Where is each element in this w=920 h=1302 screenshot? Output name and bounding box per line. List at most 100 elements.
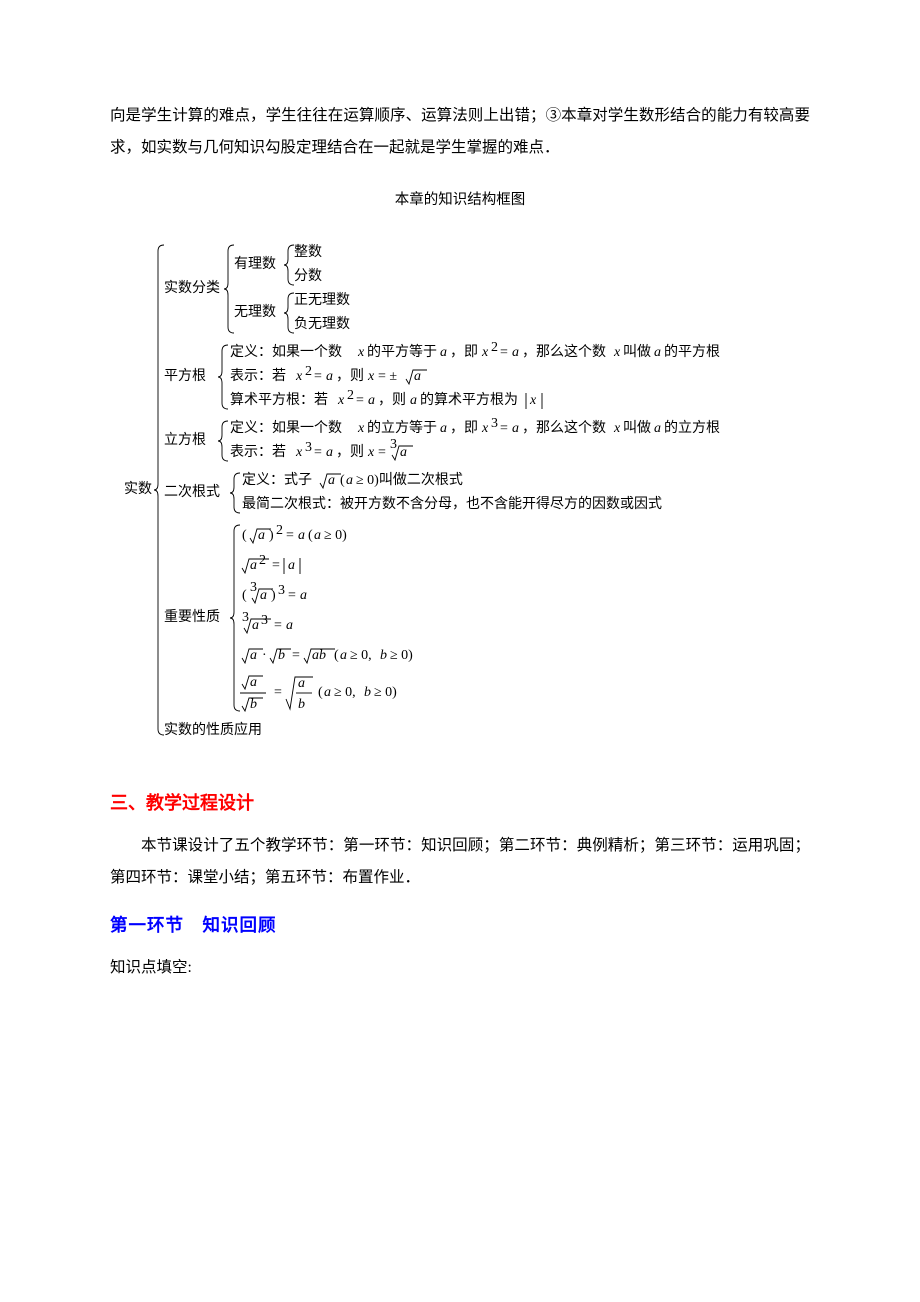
svg-text:2: 2 [347,388,354,403]
svg-text:3: 3 [261,613,268,628]
svg-text:a: a [300,588,307,603]
svg-text:a: a [340,648,347,663]
svg-text:x: x [357,345,365,360]
svg-text:(: ( [242,528,247,543]
svg-text:叫做: 叫做 [623,344,651,360]
svg-text:，那么这个数: ，那么这个数 [522,419,606,436]
svg-text:x: x [613,421,621,436]
svg-text:x: x [367,369,375,384]
svg-text:=: = [378,445,386,460]
svg-text:=: = [272,558,280,573]
svg-text:a: a [326,369,333,384]
svg-text:): ) [271,588,276,603]
svg-text:2: 2 [276,523,283,538]
svg-text:a: a [324,685,331,700]
svg-text:x: x [481,421,489,436]
svg-text:3: 3 [305,440,312,455]
svg-text:ab: ab [312,648,326,663]
svg-text:b: b [298,697,305,712]
svg-text:(: ( [334,648,339,663]
svg-text:=: = [500,421,508,436]
svg-text:分数: 分数 [294,268,322,284]
svg-text:a: a [346,473,353,488]
svg-text:(: ( [308,528,313,543]
stage-1-heading: 第一环节 知识回顾 [110,908,810,944]
svg-text:最简二次根式：被开方数不含分母，也不含能开得尽方的因数或因式: 最简二次根式：被开方数不含分母，也不含能开得尽方的因数或因式 [242,495,662,512]
diagram-title: 本章的知识结构框图 [110,186,810,216]
svg-text:a: a [260,588,267,603]
svg-text:定义：如果一个数: 定义：如果一个数 [230,420,342,436]
svg-text:=: = [314,445,322,460]
svg-text:a: a [250,675,257,690]
svg-text:b: b [364,685,371,700]
svg-text:无理数: 无理数 [234,304,276,320]
svg-text:x: x [481,345,489,360]
svg-text:b: b [278,648,285,663]
svg-text:a: a [314,528,321,543]
knowledge-structure-diagram: 整数分数有理数正无理数负无理数无理数实数分类定义：如果一个数x的平方等于a，即x… [104,223,810,759]
svg-text:a: a [288,558,295,573]
svg-text:，则: ，则 [336,368,364,384]
svg-text:3: 3 [242,610,249,625]
svg-text:a: a [298,676,305,691]
svg-text:=: = [274,685,282,700]
svg-text:=: = [292,648,300,663]
svg-text:x: x [367,445,375,460]
svg-text:重要性质: 重要性质 [164,609,220,625]
svg-text:(: ( [318,685,323,700]
svg-text:a: a [252,618,259,633]
svg-text:，那么这个数: ，那么这个数 [522,343,606,360]
svg-text:的立方等于: 的立方等于 [367,419,437,436]
svg-text:≥ 0): ≥ 0) [374,685,397,700]
svg-text:，即: ，即 [450,345,478,360]
svg-text:a: a [654,345,661,360]
svg-text:a: a [250,558,257,573]
svg-text:=: = [500,345,508,360]
svg-text:x: x [357,421,365,436]
svg-text:=: = [356,393,364,408]
svg-text:=: = [288,588,296,603]
svg-text:x: x [295,445,303,460]
svg-text:≥ 0,: ≥ 0, [334,685,356,700]
svg-text:有理数: 有理数 [234,256,276,272]
svg-text:a: a [298,528,305,543]
svg-text:表示：若: 表示：若 [230,444,286,460]
svg-text:(: ( [242,588,247,603]
svg-text:≥ 0)叫做二次根式: ≥ 0)叫做二次根式 [356,472,463,488]
svg-text:定义：式子: 定义：式子 [242,472,312,488]
svg-text:a: a [328,473,335,488]
section-3-heading: 三、教学过程设计 [110,785,810,822]
svg-text:负无理数: 负无理数 [294,316,350,332]
svg-text:算术平方根：若: 算术平方根：若 [230,392,328,408]
section-3-body: 本节课设计了五个教学环节：第一环节：知识回顾；第二环节：典例精析；第三环节：运用… [110,830,810,894]
svg-text:2: 2 [491,340,498,355]
svg-text:≥ 0): ≥ 0) [324,528,347,543]
svg-text:b: b [380,648,387,663]
svg-text:a: a [326,445,333,460]
svg-text:，则: ，则 [336,444,364,460]
svg-text:平方根: 平方根 [164,368,206,384]
svg-text:的平方等于: 的平方等于 [367,343,437,360]
svg-text:a: a [410,393,417,408]
svg-text:a: a [512,421,519,436]
svg-text:x: x [337,393,345,408]
svg-text:，即: ，即 [450,421,478,436]
svg-text:a: a [258,528,265,543]
svg-text:整数: 整数 [294,244,322,260]
svg-text:实数的性质应用: 实数的性质应用 [164,721,262,738]
svg-text:的平方根: 的平方根 [664,344,720,360]
svg-text:= ±: = ± [378,369,397,384]
svg-text:的算术平方根为: 的算术平方根为 [420,392,518,408]
svg-text:x: x [295,369,303,384]
svg-text:a: a [368,393,375,408]
svg-text:表示：若: 表示：若 [230,368,286,384]
svg-text:立方根: 立方根 [164,432,206,448]
svg-text:a: a [400,445,407,460]
svg-text:，则: ，则 [378,392,406,408]
svg-text:x: x [613,345,621,360]
svg-text:3: 3 [491,416,498,431]
svg-text:): ) [269,528,274,543]
svg-text:≥ 0): ≥ 0) [390,648,413,663]
svg-text:3: 3 [278,583,285,598]
svg-text:叫做: 叫做 [623,420,651,436]
